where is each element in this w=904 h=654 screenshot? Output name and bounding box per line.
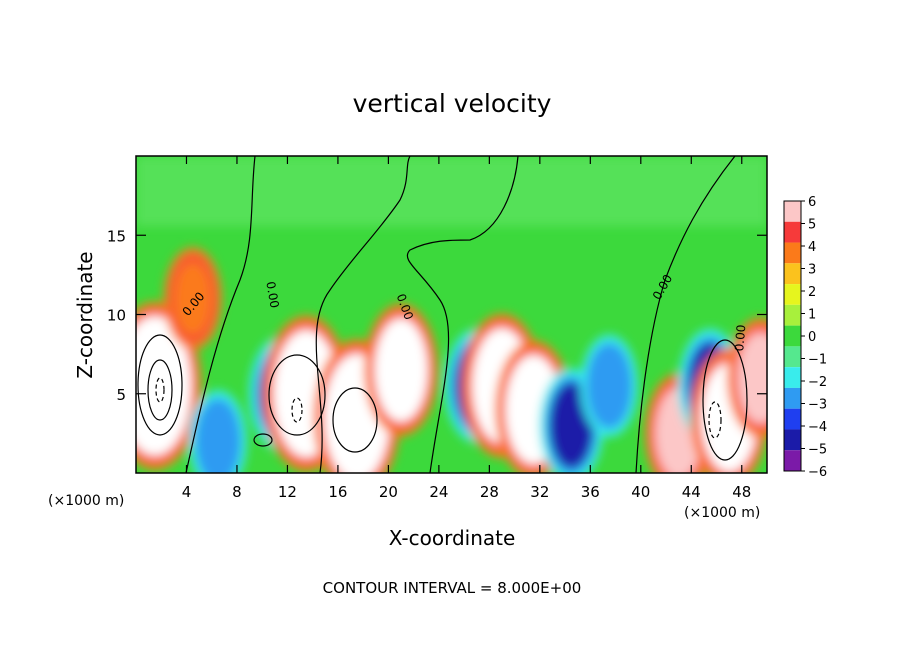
contour-level <box>147 359 173 421</box>
zero-contour <box>315 156 411 473</box>
updraft-core <box>737 331 767 424</box>
negative-contour <box>155 377 165 403</box>
colorbar-swatch <box>784 429 801 451</box>
x-tick-label: 40 <box>631 483 650 501</box>
colorbar-label: −1 <box>808 353 827 368</box>
updraft-core <box>374 317 428 422</box>
x-unit-left: (×1000 m) <box>48 493 124 509</box>
chart-title: vertical velocity <box>353 89 552 118</box>
contour-label: 0.00 <box>263 280 281 309</box>
colorbar-swatch <box>784 325 801 347</box>
colorbar-label: −2 <box>808 375 827 390</box>
y-tick-label: 5 <box>116 386 126 404</box>
zero-contour <box>185 156 256 473</box>
zero-contour <box>406 156 519 473</box>
x-unit-right: (×1000 m) <box>684 505 760 521</box>
colorbar: 6 5 4 3 2 1 0 −1 −2 −3 −4 −5 −6 <box>783 195 827 480</box>
negative-contour <box>291 397 303 423</box>
y-axis-label: Z-coordinate <box>73 251 97 378</box>
contour-interval-note: CONTOUR INTERVAL = 8.000E+00 <box>323 579 582 597</box>
zero-contour <box>332 387 378 453</box>
y-tick-label: 10 <box>107 307 126 325</box>
contour-label: 0.00 <box>732 324 748 352</box>
colorbar-label: 6 <box>808 195 816 210</box>
x-tick-label: 4 <box>182 483 192 501</box>
colorbar-swatch <box>784 304 801 326</box>
colorbar-label: 1 <box>808 308 816 323</box>
colorbar-swatch <box>784 242 801 264</box>
x-axis-label: X-coordinate <box>389 526 516 550</box>
x-tick-label: 28 <box>480 483 499 501</box>
colorbar-swatch <box>784 201 801 222</box>
colorbar-label: 4 <box>808 240 816 255</box>
x-tick-label: 44 <box>682 483 701 501</box>
x-tick-label: 16 <box>328 483 347 501</box>
zero-contour <box>702 339 748 461</box>
colorbar-label: 2 <box>808 285 816 300</box>
colorbar-label: −3 <box>808 398 827 413</box>
colorbar-label: 3 <box>808 263 816 278</box>
colorbar-swatch <box>784 263 801 285</box>
colorbar-swatch <box>784 367 801 388</box>
plot-area: 0.00 0.00 0.000.000.00 <box>136 156 767 473</box>
x-tick-label: 24 <box>429 483 448 501</box>
zero-contour <box>268 354 326 436</box>
upper-band <box>136 156 767 226</box>
colorbar-label: 0 <box>808 330 816 345</box>
x-tick-label: 12 <box>278 483 297 501</box>
x-tick-label: 8 <box>232 483 242 501</box>
colorbar-label: −5 <box>808 443 827 458</box>
colorbar-label: 5 <box>808 218 816 233</box>
x-tick-label: 36 <box>581 483 600 501</box>
x-tick-label: 20 <box>379 483 398 501</box>
colorbar-swatch <box>784 408 801 430</box>
updraft-core <box>173 261 212 336</box>
x-tick-label: 48 <box>732 483 751 501</box>
colorbar-swatch <box>784 284 801 305</box>
zero-contour <box>137 334 183 436</box>
downdraft-core <box>199 404 237 473</box>
colorbar-label: −4 <box>808 420 827 435</box>
zero-contour <box>635 156 736 473</box>
updraft-core <box>136 315 192 456</box>
x-tick-label: 32 <box>530 483 549 501</box>
colorbar-swatch <box>784 450 801 471</box>
colorbar-label: −6 <box>808 465 827 480</box>
colorbar-swatch <box>784 221 801 243</box>
y-tick-label: 15 <box>107 227 126 245</box>
downdraft-core <box>590 348 629 423</box>
negative-contour <box>708 401 722 439</box>
colorbar-swatch <box>784 346 801 368</box>
colorbar-swatch <box>784 387 801 409</box>
zero-contour <box>253 433 273 447</box>
